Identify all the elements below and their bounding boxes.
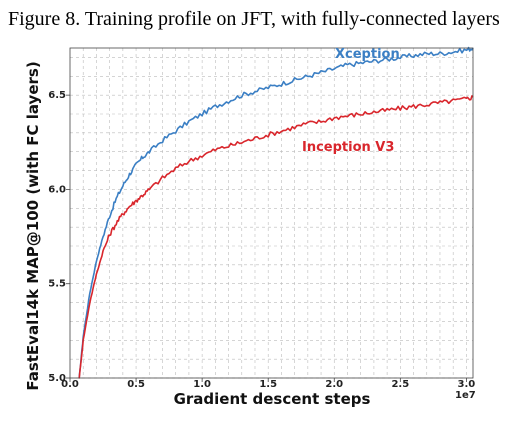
series-label-inception-v3: Inception V3 — [302, 140, 394, 155]
x-tick-label: 0.0 — [61, 379, 79, 390]
x-tick-label: 1.0 — [193, 379, 211, 390]
x-tick-label: 2.0 — [325, 379, 343, 390]
x-tick-label: 2.5 — [391, 379, 409, 390]
y-tick-label: 6.5 — [48, 90, 66, 101]
y-axis-label: FastEval14k MAP@100 (with FC layers) — [24, 61, 42, 390]
series-layer — [78, 46, 474, 379]
series-line-0 — [78, 46, 474, 378]
grid-layer — [70, 48, 473, 379]
x-tick-label: 3.0 — [458, 379, 476, 390]
x-offset-label: 1e7 — [455, 390, 476, 401]
x-axis-label: Gradient descent steps — [174, 390, 371, 408]
y-tick-label: 5.5 — [48, 279, 66, 290]
series-line-1 — [78, 95, 474, 379]
y-tick-label: 6.0 — [48, 184, 66, 195]
series-label-xception: Xception — [335, 47, 400, 62]
x-tick-label: 0.5 — [127, 379, 145, 390]
tick-layer: 0.0 0.5 1.0 1.5 2.0 2.5 3.0 5.0 5.5 6.0 6.5 — [48, 90, 475, 390]
x-tick-label: 1.5 — [259, 379, 277, 390]
plot-background — [70, 48, 473, 378]
y-tick-label: 5.0 — [48, 373, 66, 384]
figure-caption: Figure 8. Training profile on JFT, with … — [8, 8, 500, 30]
plot-frame — [69, 47, 474, 379]
